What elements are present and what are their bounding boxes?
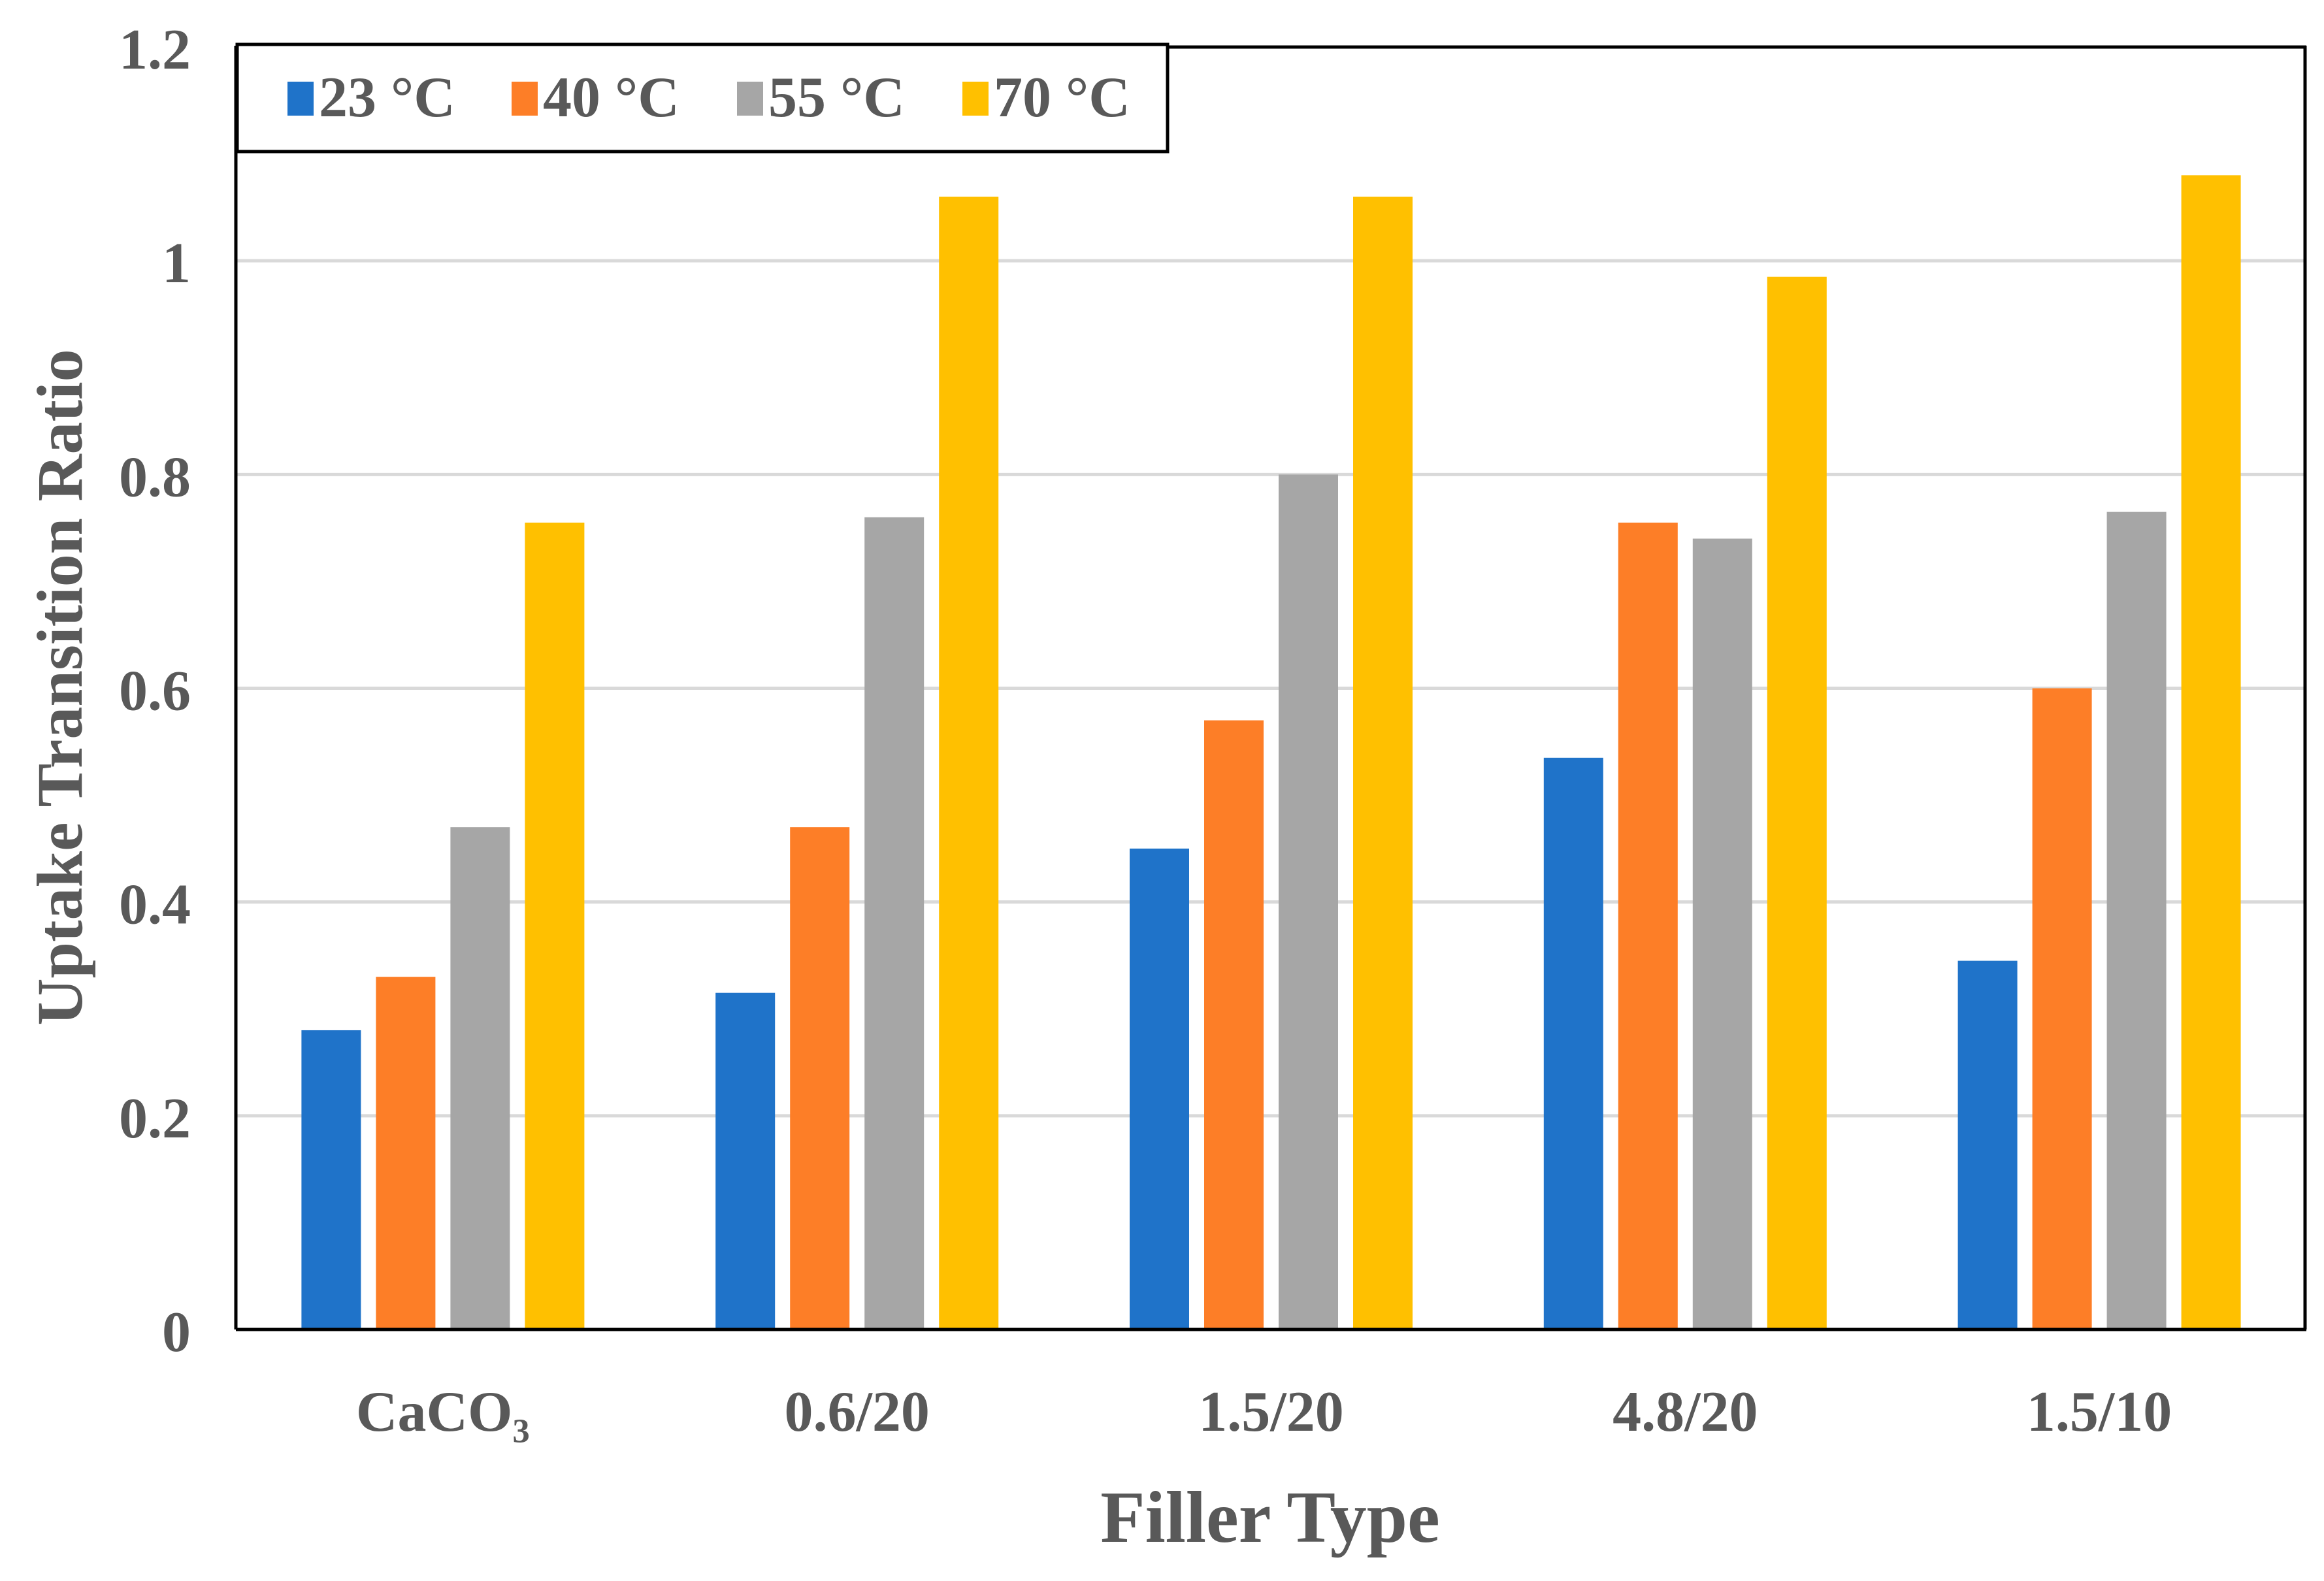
x-tick-label: 0.6/20 [784,1380,929,1444]
legend-swatch [287,82,314,116]
y-tick-labels: 0 0.2 0.4 0.6 0.8 1 1.2 [119,18,191,1364]
bar [1353,197,1413,1330]
bar [1692,538,1752,1329]
y-tick-label: 1.2 [119,18,191,82]
bar [939,197,999,1330]
y-tick-label: 0.4 [119,873,191,937]
x-axis-label: Filler Type [1100,1477,1440,1558]
y-axis-label: Uptake Transition Ratio [24,349,96,1025]
bar [376,977,436,1329]
bar [1130,848,1189,1329]
bar [2181,175,2241,1329]
legend-label: 23 °C [319,66,455,129]
x-tick-label: 4.8/20 [1612,1380,1758,1444]
legend-label: 40 °C [543,66,679,129]
bar [1618,522,1678,1330]
y-tick-label: 0.2 [119,1087,191,1150]
x-tick-label: 1.5/20 [1198,1380,1343,1444]
y-tick-label: 0.8 [119,446,191,509]
bar [790,827,850,1329]
legend-label: 70 °C [994,66,1130,129]
legend-items: 23 °C 40 °C 55 °C 70 °C [287,66,1130,129]
bar [450,827,510,1329]
bar [1204,720,1264,1329]
legend-swatch [962,82,989,116]
bar [1543,757,1603,1329]
legend-label: 55 °C [768,66,905,129]
y-tick-label: 1 [162,232,191,295]
bar [525,522,585,1330]
bar [715,992,776,1329]
bar [301,1030,361,1329]
x-tick-label: CaCO₃ [356,1380,530,1444]
bar [864,517,925,1330]
x-tick-label: 1.5/10 [2027,1380,2172,1444]
bar [1957,960,2018,1329]
x-tick-labels: CaCO₃ 0.6/20 1.5/20 4.8/20 1.5/10 [356,1380,2172,1444]
y-tick-label: 0 [162,1301,191,1364]
bar [2032,688,2092,1329]
legend-box [235,42,1170,154]
legend-swatch [512,82,538,116]
bars [301,175,2241,1330]
bar [1767,276,1827,1330]
legend: 23 °C 40 °C 55 °C 70 °C [235,42,1170,154]
legend-swatch [737,82,763,116]
y-tick-label: 0.6 [119,660,191,723]
bar [1279,474,1338,1330]
bar [2106,512,2167,1329]
axes [234,45,2307,1331]
